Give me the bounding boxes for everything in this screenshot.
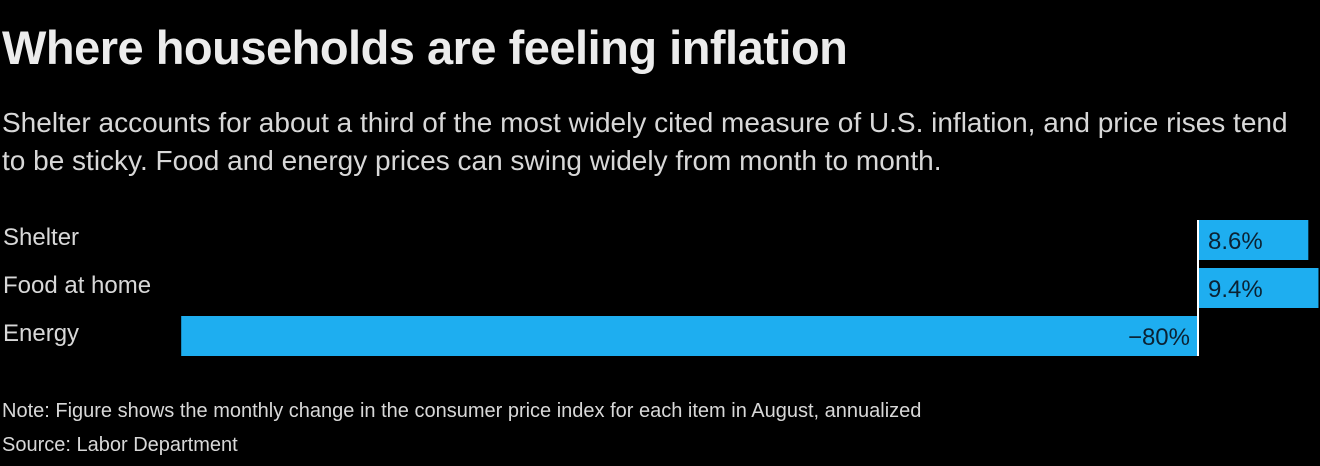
- bar-energy: [181, 316, 1198, 356]
- category-label-shelter: Shelter: [3, 224, 80, 251]
- data-label: 8.6%: [1208, 228, 1263, 255]
- bar-shelter: [1199, 220, 1309, 260]
- chart-source: Source: Labor Department: [2, 434, 238, 456]
- data-label: −80%: [1128, 324, 1190, 351]
- chart-note: Note: Figure shows the monthly change in…: [2, 400, 922, 422]
- chart-subtitle: Shelter accounts for about a third of th…: [2, 107, 1288, 176]
- category-label-food-at-home: Food at home: [3, 272, 152, 299]
- category-label-energy: Energy: [3, 320, 80, 347]
- data-label: 9.4%: [1208, 276, 1263, 303]
- chart-title: Where households are feeling inflation: [2, 21, 848, 74]
- bar-food-at-home: [1199, 268, 1319, 308]
